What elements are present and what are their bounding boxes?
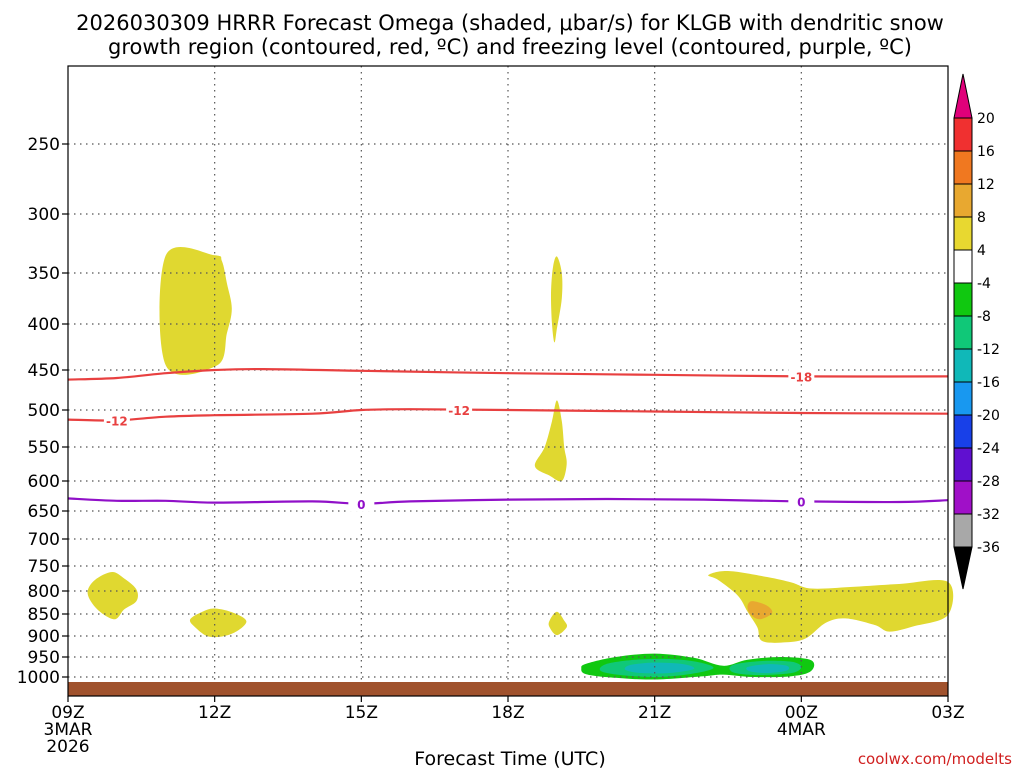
colorbar-label: 4 bbox=[977, 243, 986, 259]
colorbar-label: 16 bbox=[977, 144, 995, 160]
colorbar-label: -36 bbox=[977, 540, 1000, 556]
y-tick-label: 600 bbox=[28, 472, 60, 492]
x-tick-label: 09Z bbox=[51, 703, 84, 723]
shaded-region-yellow-low-left bbox=[87, 571, 138, 620]
colorbar-label: -12 bbox=[977, 342, 1000, 358]
shaded-region-yellow-low-19z bbox=[548, 611, 568, 636]
y-tick-label: 800 bbox=[28, 582, 60, 602]
dgz-minus12-contour-label-bg bbox=[103, 412, 130, 429]
y-tick-label: 300 bbox=[28, 205, 60, 225]
x-tick-label: 00Z bbox=[785, 703, 818, 723]
x-tick-label: 15Z bbox=[345, 703, 378, 723]
dgz-minus12-contour-label-bg bbox=[446, 402, 473, 418]
shaded-region-cyan-1 bbox=[624, 662, 695, 674]
freezing-level-contour-label-bg bbox=[348, 495, 375, 512]
colorbar-top-arrow bbox=[953, 73, 973, 119]
colorbar-swatch bbox=[953, 513, 973, 548]
colorbar-label: 20 bbox=[977, 111, 995, 127]
freezing-level-contour-line bbox=[67, 497, 949, 505]
colorbar-swatch bbox=[953, 216, 973, 251]
dgz-minus12-contour-line bbox=[67, 408, 949, 422]
colorbar-label: -24 bbox=[977, 441, 1000, 457]
colorbar-swatch bbox=[953, 414, 973, 449]
ground-fill bbox=[68, 682, 948, 696]
y-tick-label: 1000 bbox=[17, 668, 60, 688]
y-tick-label: 850 bbox=[28, 605, 60, 625]
freezing-level-contour-label: 0 bbox=[357, 498, 365, 512]
y-tick-label: 950 bbox=[28, 648, 60, 668]
x-axis-label: Forecast Time (UTC) bbox=[414, 748, 605, 768]
colorbar-label: -16 bbox=[977, 375, 1000, 391]
x-tick-label: 12Z bbox=[198, 703, 231, 723]
colorbar-label: 8 bbox=[977, 210, 986, 226]
plot-area: -18 -12 -12 0 0 bbox=[67, 66, 954, 696]
shaded-region-orange-right bbox=[747, 601, 773, 620]
colorbar-swatch bbox=[953, 447, 973, 482]
colorbar-label: 12 bbox=[977, 177, 995, 193]
colorbar-swatch bbox=[953, 315, 973, 350]
y-tick-label: 750 bbox=[28, 557, 60, 577]
colorbar-swatch bbox=[953, 249, 973, 284]
chart-title-line2: growth region (contoured, red, ºC) and f… bbox=[108, 35, 912, 59]
shaded-region-yellow-upper-center bbox=[550, 256, 563, 343]
colorbar: 20 16 12 8 4 -4 -8 -12 -16 -20 -24 -28 -32 -36 bbox=[953, 73, 1000, 590]
y-tick-label: 450 bbox=[28, 361, 60, 381]
shaded-region-yellow-low-12z bbox=[189, 608, 247, 638]
x-tick-sublabel: 2026 bbox=[46, 737, 89, 757]
axes: 2503003504004505005506006507007508008509… bbox=[17, 65, 965, 757]
x-tick-label: 03Z bbox=[931, 703, 964, 723]
colorbar-swatch bbox=[953, 183, 973, 218]
colorbar-label: -32 bbox=[977, 507, 1000, 523]
colorbar-swatch bbox=[953, 117, 973, 152]
shaded-region-yellow-low-right bbox=[708, 570, 954, 643]
freezing-level-contour-label: 0 bbox=[797, 495, 805, 509]
colorbar-label: -8 bbox=[977, 309, 991, 325]
colorbar-swatch bbox=[953, 150, 973, 185]
y-tick-label: 550 bbox=[28, 438, 60, 458]
dgz-minus12-contour-label: -12 bbox=[106, 414, 128, 428]
colorbar-bottom-arrow bbox=[953, 546, 973, 590]
x-tick-sublabel: 3MAR bbox=[44, 720, 93, 740]
colorbar-swatch bbox=[953, 282, 973, 317]
dgz-minus18-contour-label: -18 bbox=[790, 370, 812, 384]
dgz-minus12-contour-label: -12 bbox=[448, 404, 470, 418]
shaded-region-cyan-2 bbox=[746, 664, 790, 674]
colorbar-swatch bbox=[953, 480, 973, 515]
y-tick-label: 250 bbox=[28, 135, 60, 155]
colorbar-swatch bbox=[953, 348, 973, 383]
colorbar-label: -28 bbox=[977, 474, 1000, 490]
x-tick-label: 21Z bbox=[638, 703, 671, 723]
y-tick-label: 650 bbox=[28, 502, 60, 522]
y-tick-label: 400 bbox=[28, 315, 60, 335]
x-tick-sublabel: 4MAR bbox=[777, 720, 826, 740]
shaded-region-yellow-mid-center bbox=[534, 400, 567, 482]
freezing-level-contour-label-bg bbox=[788, 493, 815, 510]
dgz-minus18-contour-label-bg bbox=[788, 368, 815, 385]
colorbar-label: -20 bbox=[977, 408, 1000, 424]
y-tick-label: 900 bbox=[28, 627, 60, 647]
chart-title-line1: 2026030309 HRRR Forecast Omega (shaded, … bbox=[76, 11, 944, 35]
colorbar-swatch bbox=[953, 381, 973, 416]
y-tick-label: 700 bbox=[28, 530, 60, 550]
dgz-minus18-contour-line bbox=[67, 367, 949, 381]
shaded-region-yellow-upper-left bbox=[159, 246, 232, 375]
x-tick-label: 18Z bbox=[491, 703, 524, 723]
credit-text: coolwx.com/modelts bbox=[858, 750, 1012, 768]
y-tick-label: 500 bbox=[28, 401, 60, 421]
colorbar-label: -4 bbox=[977, 276, 991, 292]
y-tick-label: 350 bbox=[28, 264, 60, 284]
